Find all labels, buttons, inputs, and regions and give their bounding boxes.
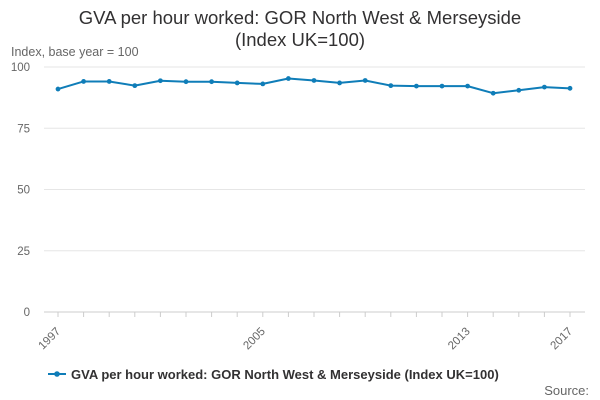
data-point[interactable] [362,78,368,83]
data-point[interactable] [388,83,394,89]
data-point[interactable] [106,79,112,84]
data-point[interactable] [490,90,496,96]
data-point[interactable] [337,80,342,86]
data-point[interactable] [209,79,215,85]
x-tick-label: 2005 [241,326,268,353]
legend[interactable]: GVA per hour worked: GOR North West & Me… [48,365,499,383]
data-point[interactable] [516,87,522,93]
y-tick-label: 50 [17,185,30,197]
data-point[interactable] [234,80,240,86]
data-point[interactable] [286,76,291,81]
data-point[interactable] [132,83,138,89]
x-tick-label: 2017 [549,326,576,353]
data-point[interactable] [465,83,470,89]
source-label: Source: [544,383,589,398]
y-tick-labels: 0 25 50 75 100 [11,62,30,319]
x-axis: 1997 2005 2013 2017 [37,311,585,353]
x-tick-label: 2013 [446,326,473,353]
data-point[interactable] [567,85,573,91]
y-tick-label: 100 [11,62,30,74]
data-point[interactable] [439,83,445,89]
data-point[interactable] [81,79,86,84]
data-point[interactable] [311,78,317,83]
chart-title-line-1: GVA per hour worked: GOR North West & Me… [78,7,522,28]
y-tick-label: 75 [17,123,30,135]
chart-title-line-2: (Index UK=100) [234,29,366,50]
grid-lines [44,66,585,252]
legend-label: GVA per hour worked: GOR North West & Me… [71,366,499,382]
chart-title: GVA per hour worked: GOR North West & Me… [0,7,600,51]
data-point[interactable] [183,79,189,85]
data-point[interactable] [55,86,61,92]
x-tick-label: 1997 [37,326,64,353]
legend-line-marker-icon [48,371,66,377]
data-point[interactable] [414,83,419,89]
data-point[interactable] [158,78,163,84]
data-point[interactable] [260,81,266,87]
y-tick-label: 25 [17,246,30,258]
series-line [55,76,573,96]
data-point[interactable] [542,84,547,90]
y-tick-label: 0 [24,307,30,319]
